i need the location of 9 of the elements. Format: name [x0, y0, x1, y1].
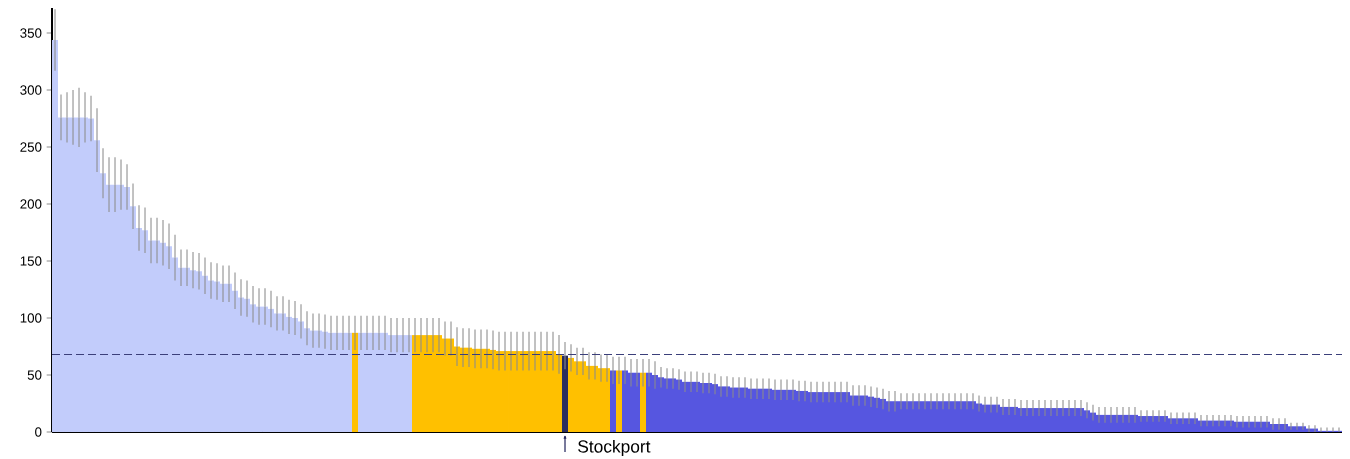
y-tick-label: 0: [35, 427, 42, 437]
y-tick-label: 300: [20, 85, 42, 95]
text: Stockport: [578, 439, 651, 457]
y-tick-label: 50: [27, 370, 42, 380]
y-tick-label: 250: [20, 142, 42, 152]
y-tick-label: 350: [20, 28, 42, 38]
y-tick-label: 150: [20, 256, 42, 266]
y-tick-label: 200: [20, 199, 42, 209]
y-tick-label: 100: [20, 313, 42, 323]
